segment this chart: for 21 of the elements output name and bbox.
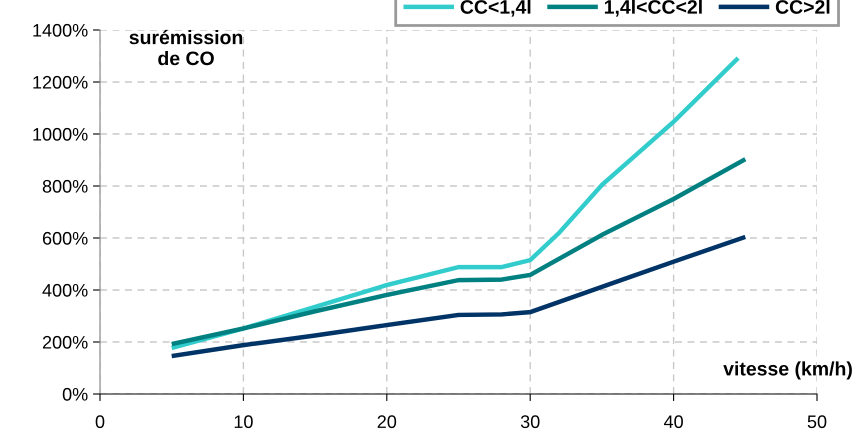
x-tick-label: 40: [664, 415, 683, 428]
y-tick-label: 600%: [42, 232, 88, 245]
legend-label: CC>2l: [776, 0, 830, 14]
y-tick-label: 800%: [42, 180, 88, 193]
y-tick-label: 0%: [62, 388, 88, 401]
line-series: [169, 234, 748, 358]
x-tick-label: 50: [808, 415, 826, 428]
y-tick-label: 200%: [42, 336, 88, 349]
x-tick-label: 30: [520, 415, 540, 428]
line-series: [169, 156, 748, 346]
x-tick-label: 0: [96, 415, 104, 428]
y-tick-label: 400%: [42, 284, 88, 297]
x-tick-label: 20: [378, 415, 396, 428]
legend-label: CC<1,4l: [460, 0, 530, 17]
x-axis-title: vitesse (km/h): [723, 361, 852, 380]
x-tick-label: 10: [234, 415, 253, 428]
y-axis-title: surémission de CO: [129, 30, 242, 66]
y-tick-label: 1000%: [33, 128, 88, 141]
y-tick-label: 1200%: [33, 76, 88, 89]
y-tick-label: 1400%: [33, 24, 88, 37]
legend-label: 1,4l<CC<2l: [604, 0, 702, 17]
